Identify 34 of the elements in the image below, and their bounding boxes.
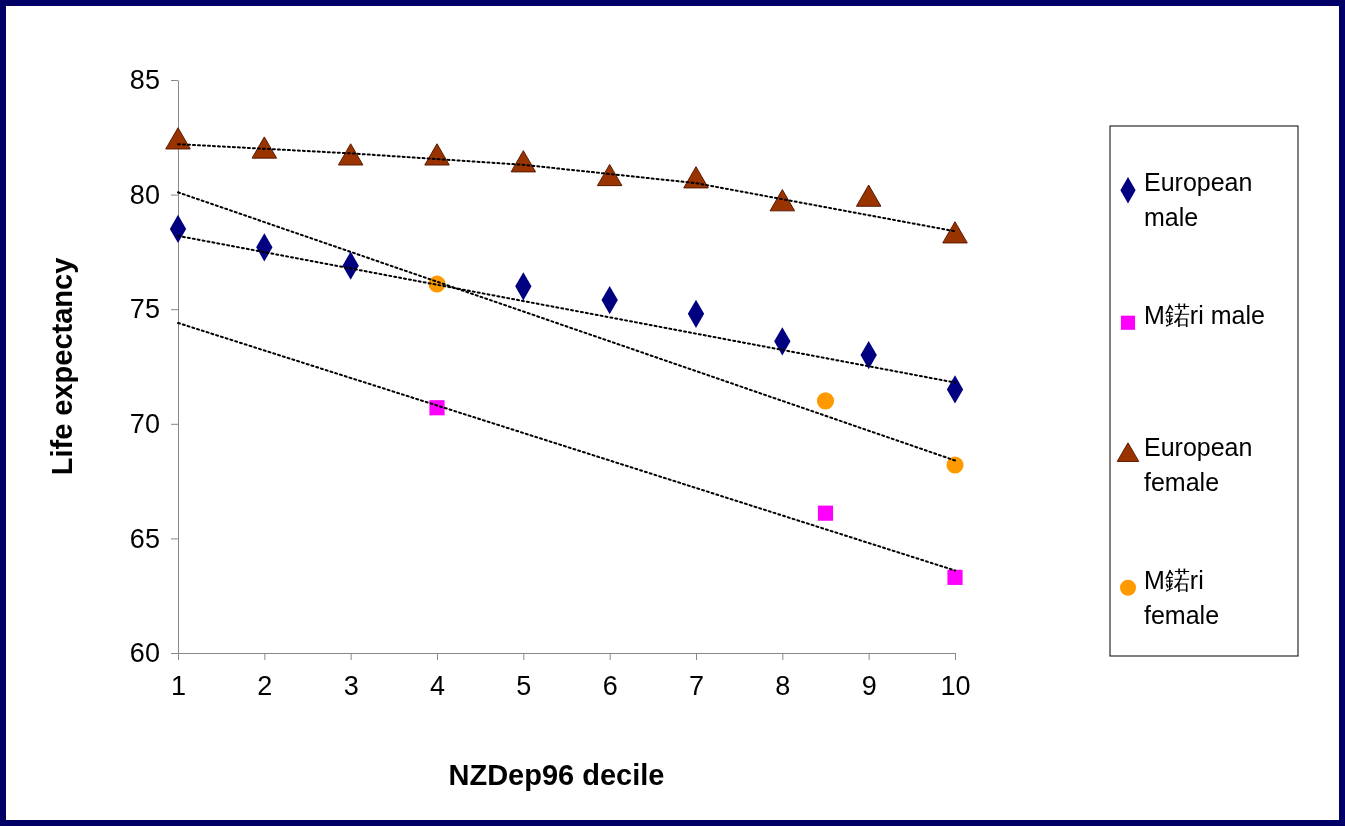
legend-label: M鍩ri female: [1144, 565, 1220, 629]
point: [596, 163, 623, 187]
legend-label: European female: [1144, 433, 1253, 496]
point: [424, 143, 450, 166]
x-tick-label: 5: [516, 671, 532, 702]
legend-label: European male: [1144, 168, 1253, 231]
x-tick-label: 8: [775, 671, 791, 702]
x-tick-label: 6: [602, 671, 618, 702]
y-axis-title: Life expectancy: [46, 257, 78, 476]
point: [510, 150, 537, 173]
point: [855, 184, 882, 207]
point: [337, 143, 364, 166]
point: [817, 505, 834, 521]
x-tick-label: 2: [257, 671, 273, 702]
point: [946, 456, 964, 474]
y-tick-label: 60: [129, 638, 160, 669]
y-tick-label: 70: [129, 408, 160, 439]
y-tick-label: 80: [129, 179, 160, 210]
x-tick-label: 1: [170, 671, 187, 702]
x-tick-label: 10: [940, 671, 971, 702]
point: [942, 221, 968, 244]
y-tick-label: 75: [129, 294, 160, 325]
y-tick-label: 85: [129, 65, 160, 96]
x-tick-label: 3: [343, 671, 359, 702]
x-tick-label: 7: [688, 671, 705, 702]
point: [165, 127, 191, 150]
point: [816, 392, 835, 410]
legend-label: M鍩ri male: [1144, 300, 1265, 329]
y-tick-label: 65: [129, 523, 160, 554]
x-axis-title: NZDep96 decile: [448, 759, 665, 791]
x-tick-label: 4: [429, 671, 446, 702]
point: [429, 400, 445, 416]
x-tick-label: 9: [861, 671, 877, 702]
point: [769, 189, 796, 212]
